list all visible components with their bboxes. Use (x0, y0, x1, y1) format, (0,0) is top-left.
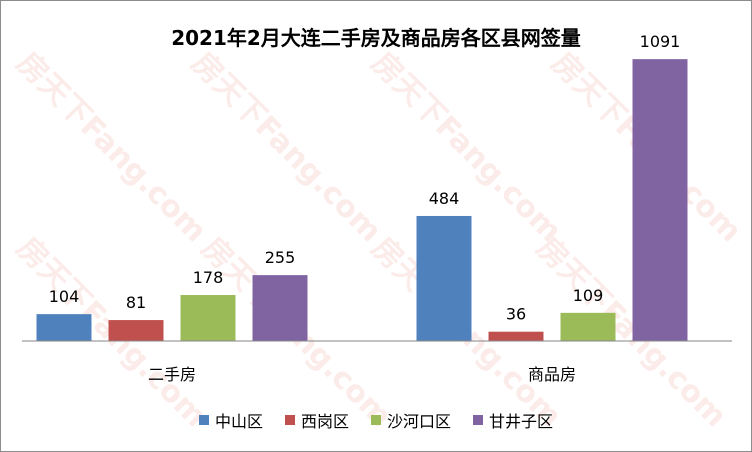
legend: 中山区 西岗区 沙河口区 甘井子区 (0, 408, 752, 432)
data-label: 178 (193, 268, 224, 287)
data-label: 109 (573, 286, 604, 305)
data-label: 255 (265, 248, 296, 267)
bar-西岗区-商品房 (488, 331, 544, 341)
legend-swatch (371, 415, 381, 425)
data-label: 81 (126, 293, 146, 312)
legend-label: 西岗区 (300, 412, 349, 431)
legend-item: 沙河口区 (371, 408, 451, 432)
chart-title: 2021年2月大连二手房及商品房各区县网签量 (171, 26, 581, 50)
bar-西岗区-二手房 (108, 320, 164, 341)
category-label: 商品房 (528, 365, 576, 384)
data-label: 1091 (640, 32, 681, 51)
legend-label: 沙河口区 (387, 412, 452, 431)
bar-中山区-商品房 (416, 215, 472, 341)
category-label: 二手房 (148, 365, 196, 384)
legend-item: 中山区 (198, 408, 263, 432)
legend-swatch (198, 415, 209, 425)
bar-甘井子区-二手房 (252, 275, 308, 341)
bar-沙河口区-二手房 (180, 295, 236, 341)
legend-item: 甘井子区 (473, 408, 553, 432)
data-label: 484 (429, 189, 460, 208)
bar-甘井子区-商品房 (632, 59, 688, 342)
data-label: 36 (506, 305, 526, 324)
legend-label: 中山区 (214, 412, 263, 431)
legend-item: 西岗区 (284, 408, 349, 432)
bar-中山区-二手房 (36, 314, 92, 341)
bar-沙河口区-商品房 (560, 312, 616, 341)
data-label: 104 (49, 287, 80, 306)
legend-swatch (284, 415, 295, 425)
legend-label: 甘井子区 (489, 412, 554, 431)
legend-swatch (473, 415, 484, 425)
